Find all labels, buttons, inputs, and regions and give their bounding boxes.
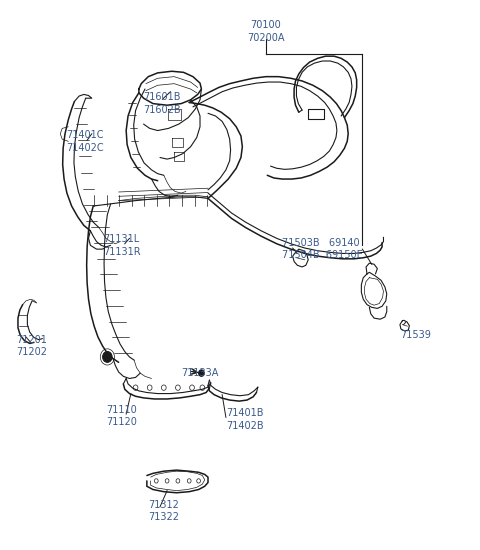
Text: 71312
71322: 71312 71322 bbox=[148, 500, 179, 522]
Circle shape bbox=[199, 370, 204, 376]
Text: 71133A: 71133A bbox=[181, 368, 218, 378]
Circle shape bbox=[103, 351, 112, 362]
Text: 71401C
71402C: 71401C 71402C bbox=[66, 130, 104, 152]
Text: 71539: 71539 bbox=[400, 331, 431, 340]
Text: 71201
71202: 71201 71202 bbox=[16, 335, 48, 358]
Text: 70100
70200A: 70100 70200A bbox=[247, 20, 285, 42]
Text: 71601B
71602B: 71601B 71602B bbox=[144, 92, 181, 115]
Text: 71503B   69140
71504B  69150E: 71503B 69140 71504B 69150E bbox=[282, 238, 363, 260]
Text: 71110
71120: 71110 71120 bbox=[106, 405, 137, 427]
Text: 71131L
71131R: 71131L 71131R bbox=[104, 234, 141, 256]
Text: 71401B
71402B: 71401B 71402B bbox=[226, 408, 264, 431]
